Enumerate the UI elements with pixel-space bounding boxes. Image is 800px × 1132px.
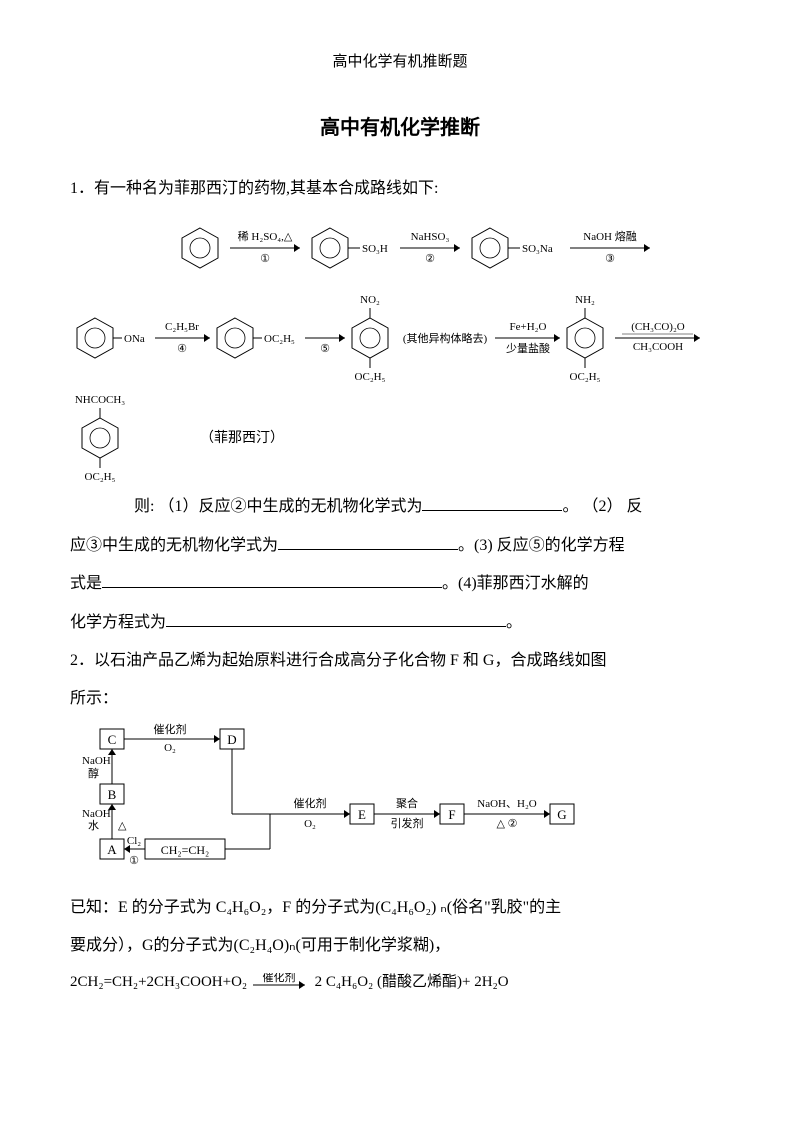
lbl-naoh-alc: NaOH [82, 755, 111, 767]
q1-part3a: 。(3) 反应⑤的化学方程 [458, 537, 625, 554]
blank-2 [278, 533, 458, 550]
arrow3-bot-label: ③ [605, 253, 615, 265]
box-A: A [107, 842, 117, 857]
note5-label: (其他异构体略去) [403, 331, 488, 345]
reaction-scheme-2: ONa C₂H₅Br ④ OC₂H₅ ⑤ NO₂ OC₂H₅ (其他异构体略去) [70, 288, 730, 388]
document-page: 高中化学有机推断题 高中有机化学推断 1．有一种名为菲那西汀的药物,其基本合成路… [0, 0, 800, 1039]
q1-part2-text: 应③中生成的无机物化学式为 [70, 537, 278, 554]
blank-4 [166, 610, 506, 627]
lbl-cat2: 催化剂 [294, 796, 327, 810]
prod5-top-label: NO₂ [360, 294, 380, 306]
q1-intro: 1．有一种名为菲那西汀的药物,其基本合成路线如下: [70, 170, 730, 208]
q1-part1b: 。 （2） 反 [562, 498, 642, 515]
q1-line2: 应③中生成的无机物化学式为 。(3) 反应⑤的化学方程 [70, 527, 730, 565]
lbl-naoh-water: NaOH [82, 808, 111, 820]
question-2: 2．以石油产品乙烯为起始原料进行合成高分子化合物 F 和 G，合成路线如图 所示… [70, 642, 730, 999]
q1-questions: 则: （1）反应②中生成的无机物化学式为 。 （2） 反 [70, 488, 730, 526]
arrow4-top-label: C₂H₅Br [165, 321, 199, 333]
eq-rhs: 2 C₄H₆O₂ (醋酸乙烯酯)+ 2H₂O [315, 974, 509, 990]
prod6-top-label: NH₂ [575, 294, 595, 306]
lbl-cl2: Cl₂ [127, 835, 141, 847]
arrow1-bot-label: ① [260, 253, 270, 265]
arrow2-bot-label: ② [425, 253, 435, 265]
arrow7-top-label: (CH₃CO)₂O [631, 321, 685, 333]
prod1-label: SO₃H [362, 243, 388, 255]
box-F: F [448, 807, 455, 822]
lbl-step2: △ ② [496, 818, 517, 830]
q1-part4b: 化学方程式为 [70, 614, 166, 631]
box-D: D [227, 732, 236, 747]
q1-line3: 式是 。(4)菲那西汀水解的 [70, 565, 730, 603]
page-header: 高中化学有机推断题 [70, 50, 730, 71]
arrow3-top-label: NaOH 熔融 [583, 229, 636, 243]
prod2-label: SO₃Na [522, 243, 553, 255]
lbl-cat1: 催化剂 [154, 722, 187, 736]
box-G: G [557, 807, 566, 822]
q2-known-line2: 要成分），G的分子式为(C₂H₄O)ₙ(可用于制化学浆糊)， [70, 927, 730, 965]
lbl-naoh-h2o: NaOH、H₂O [477, 798, 536, 810]
arrow2-top-label: NaHSO₃ [411, 231, 450, 243]
lbl-water: 水 [88, 819, 99, 832]
start-label: ONa [124, 333, 145, 345]
q1-part3b: 式是 [70, 575, 102, 592]
arrow6-top-label: Fe+H₂O [510, 321, 547, 333]
arrow7-bot-label: CH₃COOH [633, 341, 683, 353]
lbl-o2-2: O₂ [304, 818, 316, 830]
box-B: B [108, 787, 117, 802]
main-title: 高中有机化学推断 [70, 111, 730, 140]
lbl-cl2-num: ① [129, 855, 139, 867]
arrow5-bot-label: ⑤ [320, 343, 330, 355]
q2-known1q: "乳胶" [484, 899, 529, 916]
eq-arrow-icon: 催化剂 [251, 973, 311, 991]
q2-intro: 2．以石油产品乙烯为起始原料进行合成高分子化合物 F 和 G，合成路线如图 [70, 642, 730, 680]
q1-part1-text: 则: （1）反应②中生成的无机物化学式为 [134, 498, 422, 515]
flow-scheme-q2: C B A D CH₂=CH₂ E F G NaOH 醇 NaOH 水 [70, 719, 590, 889]
final-bot-label: OC₂H₅ [85, 471, 116, 483]
q2-equation: 2CH₂=CH₂+2CH₃COOH+O₂ 催化剂 2 C₄H₆O₂ (醋酸乙烯酯… [70, 966, 730, 999]
question-1: 1．有一种名为菲那西汀的药物,其基本合成路线如下: 稀 H₂SO₄,△ ① SO… [70, 170, 730, 642]
box-E: E [358, 807, 366, 822]
q2-intro2: 所示： [70, 680, 730, 718]
q1-part4c: 。 [506, 614, 522, 631]
prod5-bot-label: OC₂H₅ [355, 371, 386, 383]
q2-known1: 已知：E 的分子式为 C₄H₆O₂，F 的分子式为(C₄H₆O₂) ₙ(俗名 [70, 899, 484, 916]
q1-part4a: 。(4)菲那西汀水解的 [442, 575, 589, 592]
reaction-scheme-3: NHCOCH₃ OC₂H₅ （菲那西汀） [70, 388, 370, 488]
q1-line4: 化学方程式为 。 [70, 604, 730, 642]
blank-3 [102, 571, 442, 588]
blank-1 [422, 494, 562, 511]
q2-known1b: 的主 [529, 899, 561, 916]
final-name-label: （菲那西汀） [200, 430, 284, 446]
lbl-delta: △ [118, 820, 127, 832]
lbl-poly: 聚合 [396, 796, 418, 810]
final-top-label: NHCOCH₃ [75, 394, 125, 406]
arrow4-bot-label: ④ [177, 343, 187, 355]
eq-lhs: 2CH₂=CH₂+2CH₃COOH+O₂ [70, 974, 247, 990]
prod6-bot-label: OC₂H₅ [570, 371, 601, 383]
q2-known-line1: 已知：E 的分子式为 C₄H₆O₂，F 的分子式为(C₄H₆O₂) ₙ(俗名"乳… [70, 889, 730, 927]
lbl-o2-1: O₂ [164, 742, 176, 754]
eq-cat-label: 催化剂 [262, 973, 295, 984]
arrow1-top-label: 稀 H₂SO₄,△ [238, 230, 293, 243]
prod4-label: OC₂H₅ [264, 333, 295, 345]
lbl-alc: 醇 [88, 766, 99, 780]
box-ethylene: CH₂=CH₂ [161, 843, 209, 857]
lbl-init: 引发剂 [391, 816, 424, 830]
reaction-scheme-1: 稀 H₂SO₄,△ ① SO₃H NaHSO₃ ② SO₃Na NaOH 熔融 … [70, 208, 730, 288]
arrow6-bot-label: 少量盐酸 [506, 341, 550, 355]
box-C: C [108, 732, 117, 747]
